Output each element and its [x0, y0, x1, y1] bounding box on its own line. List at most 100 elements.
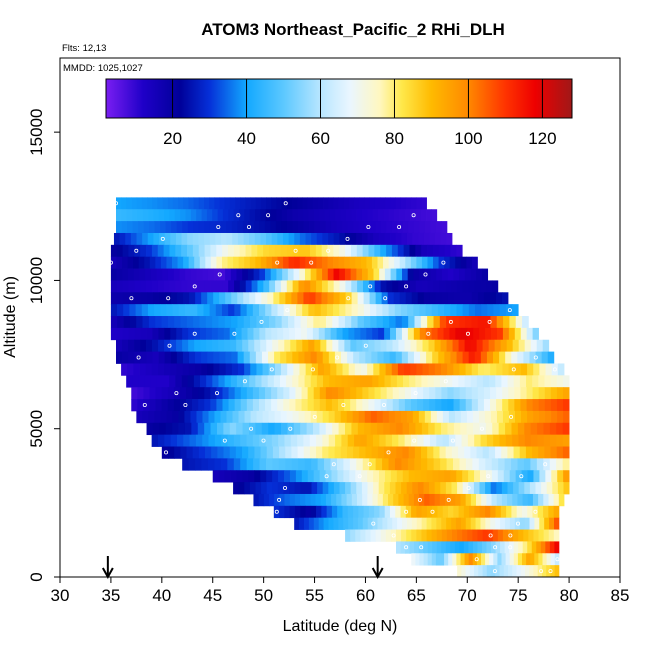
data-marker [283, 201, 288, 206]
heatmap-cell [237, 232, 244, 246]
heatmap-cell [357, 304, 365, 317]
heatmap-cell [465, 292, 473, 305]
heatmap-cell [191, 422, 199, 436]
chart-title: ATOM3 Northeast_Pacific_2 RHi_DLH [201, 20, 505, 39]
heatmap-cell [218, 375, 225, 388]
heatmap-cell [204, 232, 211, 246]
heatmap-cell [350, 482, 357, 495]
heatmap-cell [152, 197, 158, 210]
heatmap-cell [502, 410, 510, 424]
heatmap-cell [263, 280, 270, 293]
heatmap-cell [203, 304, 211, 317]
heatmap-cell [404, 339, 411, 352]
heatmap-cell [140, 327, 147, 341]
heatmap-cell [207, 351, 214, 364]
heatmap-cell [355, 529, 361, 542]
heatmap-cell [324, 327, 332, 341]
heatmap-cell [283, 399, 290, 412]
heatmap-cell [281, 209, 288, 222]
heatmap-cell [356, 339, 363, 352]
heatmap-cell [502, 327, 510, 341]
heatmap-cell [474, 434, 481, 447]
heatmap-cell [367, 493, 373, 507]
heatmap-cell [382, 458, 389, 471]
heatmap-cell [223, 422, 231, 436]
heatmap-cell [289, 482, 296, 495]
heatmap-cell [423, 292, 431, 305]
heatmap-cell [299, 517, 305, 530]
heatmap-cell [310, 493, 316, 507]
heatmap-cell [374, 244, 381, 258]
heatmap-cell [519, 375, 527, 388]
heatmap-cell [501, 482, 508, 495]
heatmap-cell [414, 541, 420, 554]
heatmap-cell [146, 351, 153, 364]
heatmap-cell [431, 209, 438, 222]
heatmap-cell [271, 256, 278, 269]
heatmap-cell [409, 541, 415, 554]
heatmap-cell [183, 434, 190, 447]
heatmap-cell [459, 399, 467, 412]
heatmap-cell [191, 304, 198, 317]
heatmap-cell [316, 256, 323, 269]
heatmap-cell [123, 316, 131, 329]
heatmap-cell [531, 434, 538, 447]
heatmap-cell [345, 482, 352, 495]
heatmap-cell [266, 482, 273, 495]
heatmap-cell [246, 458, 254, 471]
heatmap-cell [375, 221, 382, 234]
heatmap-cell [345, 244, 352, 258]
data-marker [259, 319, 264, 324]
heatmap-cell [254, 446, 261, 459]
data-marker [166, 296, 171, 301]
heatmap-cell [541, 351, 549, 364]
heatmap-cell [167, 387, 175, 400]
heatmap-cell [328, 446, 335, 459]
heatmap-cell [350, 268, 357, 281]
heatmap-cell [253, 327, 260, 341]
heatmap-cell [497, 553, 502, 566]
heatmap-cell [185, 209, 192, 222]
heatmap-cell [349, 458, 357, 471]
heatmap-cell [234, 280, 241, 293]
heatmap-cell [125, 232, 132, 246]
heatmap-cell [143, 221, 150, 234]
heatmap-cell [444, 304, 451, 317]
heatmap-cell [176, 434, 184, 447]
heatmap-cell [304, 351, 311, 364]
heatmap-cell [181, 375, 189, 388]
heatmap-cell [471, 363, 479, 376]
heatmap-cell [165, 422, 173, 436]
heatmap-cell [470, 268, 477, 281]
heatmap-cell [548, 529, 555, 542]
heatmap-cell [507, 375, 515, 388]
heatmap-cell [292, 375, 299, 388]
heatmap-cell [183, 197, 189, 210]
heatmap-cell [190, 209, 197, 222]
heatmap-cell [427, 316, 434, 329]
heatmap-cell [399, 292, 407, 305]
heatmap-cell [535, 482, 542, 495]
heatmap-cell [325, 470, 332, 483]
heatmap-cell [546, 482, 553, 495]
heatmap-cell [161, 446, 169, 459]
heatmap-cell [462, 482, 469, 495]
heatmap-cell [298, 410, 306, 424]
heatmap-cell [562, 434, 570, 447]
heatmap-cell [160, 256, 167, 269]
heatmap-cell [486, 493, 492, 507]
heatmap-cell [265, 399, 272, 412]
heatmap-cell [156, 268, 163, 281]
heatmap-cell [255, 256, 262, 269]
heatmap-cell [320, 304, 328, 317]
heatmap-cell [310, 375, 318, 388]
heatmap-cell [366, 375, 373, 388]
heatmap-cell [225, 351, 232, 364]
heatmap-cell [121, 197, 127, 210]
heatmap-cell [212, 209, 218, 222]
heatmap-cell [384, 505, 391, 519]
heatmap-cell [222, 280, 229, 293]
heatmap-cell [319, 316, 327, 329]
data-marker [487, 319, 492, 324]
heatmap-cell [343, 458, 351, 471]
